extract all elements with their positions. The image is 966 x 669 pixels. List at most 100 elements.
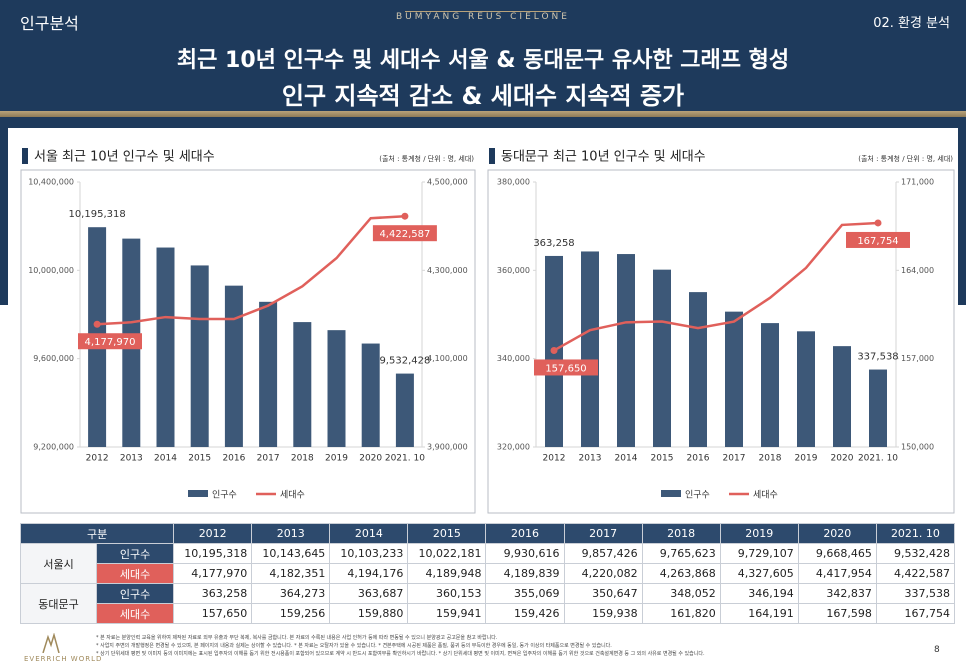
footnote: * 사업지 주변의 개발행정은 변경될 수 있으며, 본 페이지의 내용과 실제… bbox=[96, 643, 612, 649]
title-line: 인구 지속적 감소 & 세대수 지속적 증가 bbox=[281, 82, 685, 110]
legend-swatch bbox=[661, 490, 681, 497]
table-header-cell: 2017 bbox=[563, 523, 643, 544]
table-cell: 364,273 bbox=[251, 583, 331, 604]
table-cell: 360,153 bbox=[407, 583, 487, 604]
x-tick-label: 2017 bbox=[723, 454, 746, 464]
bar bbox=[581, 251, 599, 447]
table-header-cell: 2012 bbox=[173, 523, 253, 544]
bar bbox=[833, 346, 851, 447]
table-cell: 9,532,428 bbox=[875, 543, 956, 564]
title-line: 최근 10년 인구수 및 세대수 서울 & 동대문구 유사한 그래프 형성 bbox=[176, 48, 790, 73]
logo: EVERRICH WORLD bbox=[24, 655, 103, 663]
page-number: 8 bbox=[934, 645, 940, 655]
chart-title: 동대문구 최근 10년 인구수 및 세대수 bbox=[501, 150, 706, 165]
footnotes: * 본 자료는 분양인력 교육을 위하여 제작된 자료로 외부 유출과 무단 복… bbox=[96, 634, 896, 658]
table-header-cell: 2020 bbox=[797, 523, 877, 544]
data-label: 4,177,970 bbox=[85, 337, 136, 348]
table-header-cell: 2014 bbox=[329, 523, 409, 544]
group-cell: 서울시 bbox=[19, 543, 98, 584]
line-point bbox=[93, 320, 101, 328]
x-tick-label: 2019 bbox=[795, 454, 818, 464]
table-header-cell: 2018 bbox=[641, 523, 721, 544]
chapter-label: 02. 환경 분석 bbox=[873, 16, 950, 31]
table-cell: 9,930,616 bbox=[485, 543, 565, 564]
line-point bbox=[550, 346, 558, 354]
x-tick-label: 2020 bbox=[359, 454, 382, 464]
table-cell: 350,647 bbox=[563, 583, 643, 604]
table-cell: 337,538 bbox=[875, 583, 956, 604]
table-cell: 355,069 bbox=[485, 583, 565, 604]
y2-tick-label: 150,000 bbox=[901, 443, 934, 452]
chart-source: (출처 : 통계청 / 단위 : 명, 세대) bbox=[379, 154, 474, 163]
chart-source: (출처 : 통계청 / 단위 : 명, 세대) bbox=[858, 154, 953, 163]
bar bbox=[190, 265, 209, 447]
bar bbox=[361, 343, 380, 447]
chart-title: 서울 최근 10년 인구수 및 세대수 bbox=[34, 150, 215, 165]
legend-label: 인구수 bbox=[685, 490, 710, 501]
table-row: 동대문구 인구수 363,258 364,273 363,687 360,153 355,0… bbox=[19, 583, 956, 624]
line-series bbox=[97, 214, 405, 326]
table-cell: 159,941 bbox=[407, 603, 487, 624]
bar bbox=[725, 311, 743, 447]
y-tick-label: 10,000,000 bbox=[28, 266, 74, 275]
x-tick-label: 2021. 10 bbox=[385, 454, 425, 464]
group-cell: 동대문구 bbox=[19, 583, 98, 624]
y-tick-label: 10,400,000 bbox=[28, 178, 74, 187]
table-cell: 167,754 bbox=[875, 603, 956, 624]
table-cell: 9,857,426 bbox=[563, 543, 643, 564]
bar bbox=[797, 331, 815, 447]
data-label: 4,422,587 bbox=[379, 229, 430, 240]
x-tick-label: 2020 bbox=[831, 454, 854, 464]
bar bbox=[869, 369, 887, 447]
title-marker bbox=[489, 148, 495, 164]
table-header-cell: 2019 bbox=[719, 523, 799, 544]
table-cell: 10,103,233 bbox=[329, 543, 409, 564]
table-row: 세대수 4,177,970 4,182,351 4,194,176 4,189,948 4… bbox=[21, 563, 956, 584]
table-cell: 342,837 bbox=[797, 583, 877, 604]
table-header-row: 구분 2012 2013 2014 2015 2016 2017 2018 2019 2020 20… bbox=[19, 523, 956, 544]
y2-tick-label: 164,000 bbox=[901, 266, 934, 275]
table-header-cell: 2021. 10 bbox=[875, 523, 956, 544]
y2-tick-label: 4,300,000 bbox=[427, 266, 468, 275]
data-label-box bbox=[534, 359, 598, 376]
table-cell: 9,668,465 bbox=[797, 543, 877, 564]
x-tick-label: 2018 bbox=[291, 454, 314, 464]
line-series bbox=[553, 221, 879, 352]
table-header-cell: 2015 bbox=[407, 523, 487, 544]
row-label: 인구수 bbox=[96, 583, 175, 604]
bar bbox=[156, 247, 175, 447]
x-tick-label: 2016 bbox=[222, 454, 245, 464]
data-label-box bbox=[846, 231, 910, 248]
x-tick-label: 2012 bbox=[543, 454, 566, 464]
table-cell: 4,189,839 bbox=[485, 563, 565, 584]
bar bbox=[259, 301, 278, 447]
table-cell: 363,687 bbox=[329, 583, 409, 604]
y-tick-label: 9,600,000 bbox=[33, 354, 74, 363]
row-label: 세대수 bbox=[96, 603, 175, 624]
y-tick-label: 340,000 bbox=[497, 354, 530, 363]
legend-label: 세대수 bbox=[280, 490, 305, 501]
table-cell: 167,598 bbox=[797, 603, 877, 624]
table-cell: 159,880 bbox=[329, 603, 409, 624]
y-tick-label: 360,000 bbox=[497, 266, 530, 275]
table-cell: 4,182,351 bbox=[251, 563, 331, 584]
y2-tick-label: 157,000 bbox=[901, 354, 934, 363]
x-tick-label: 2015 bbox=[651, 454, 674, 464]
table-cell: 159,426 bbox=[485, 603, 565, 624]
table-cell: 346,194 bbox=[719, 583, 799, 604]
footnote: * 상기 단위세대 평면 및 이미지 등의 이미지에는 표시된 입주자의 이해를… bbox=[96, 651, 705, 657]
data-table: 구분 2012 2013 2014 2015 2016 2017 2018 2019 2020 20… bbox=[19, 523, 956, 624]
table-cell: 10,143,645 bbox=[251, 543, 331, 564]
table-header-cell: 2013 bbox=[251, 523, 331, 544]
data-label-box bbox=[372, 225, 437, 242]
bar bbox=[224, 285, 243, 447]
data-label: 363,258 bbox=[533, 238, 574, 249]
chart-frame bbox=[487, 169, 955, 514]
table-cell: 10,022,181 bbox=[407, 543, 487, 564]
table-header-cell: 2016 bbox=[485, 523, 565, 544]
table-cell: 4,417,954 bbox=[797, 563, 877, 584]
section-label: 인구분석 bbox=[20, 14, 79, 33]
table-cell: 9,765,623 bbox=[641, 543, 721, 564]
x-tick-label: 2013 bbox=[579, 454, 602, 464]
